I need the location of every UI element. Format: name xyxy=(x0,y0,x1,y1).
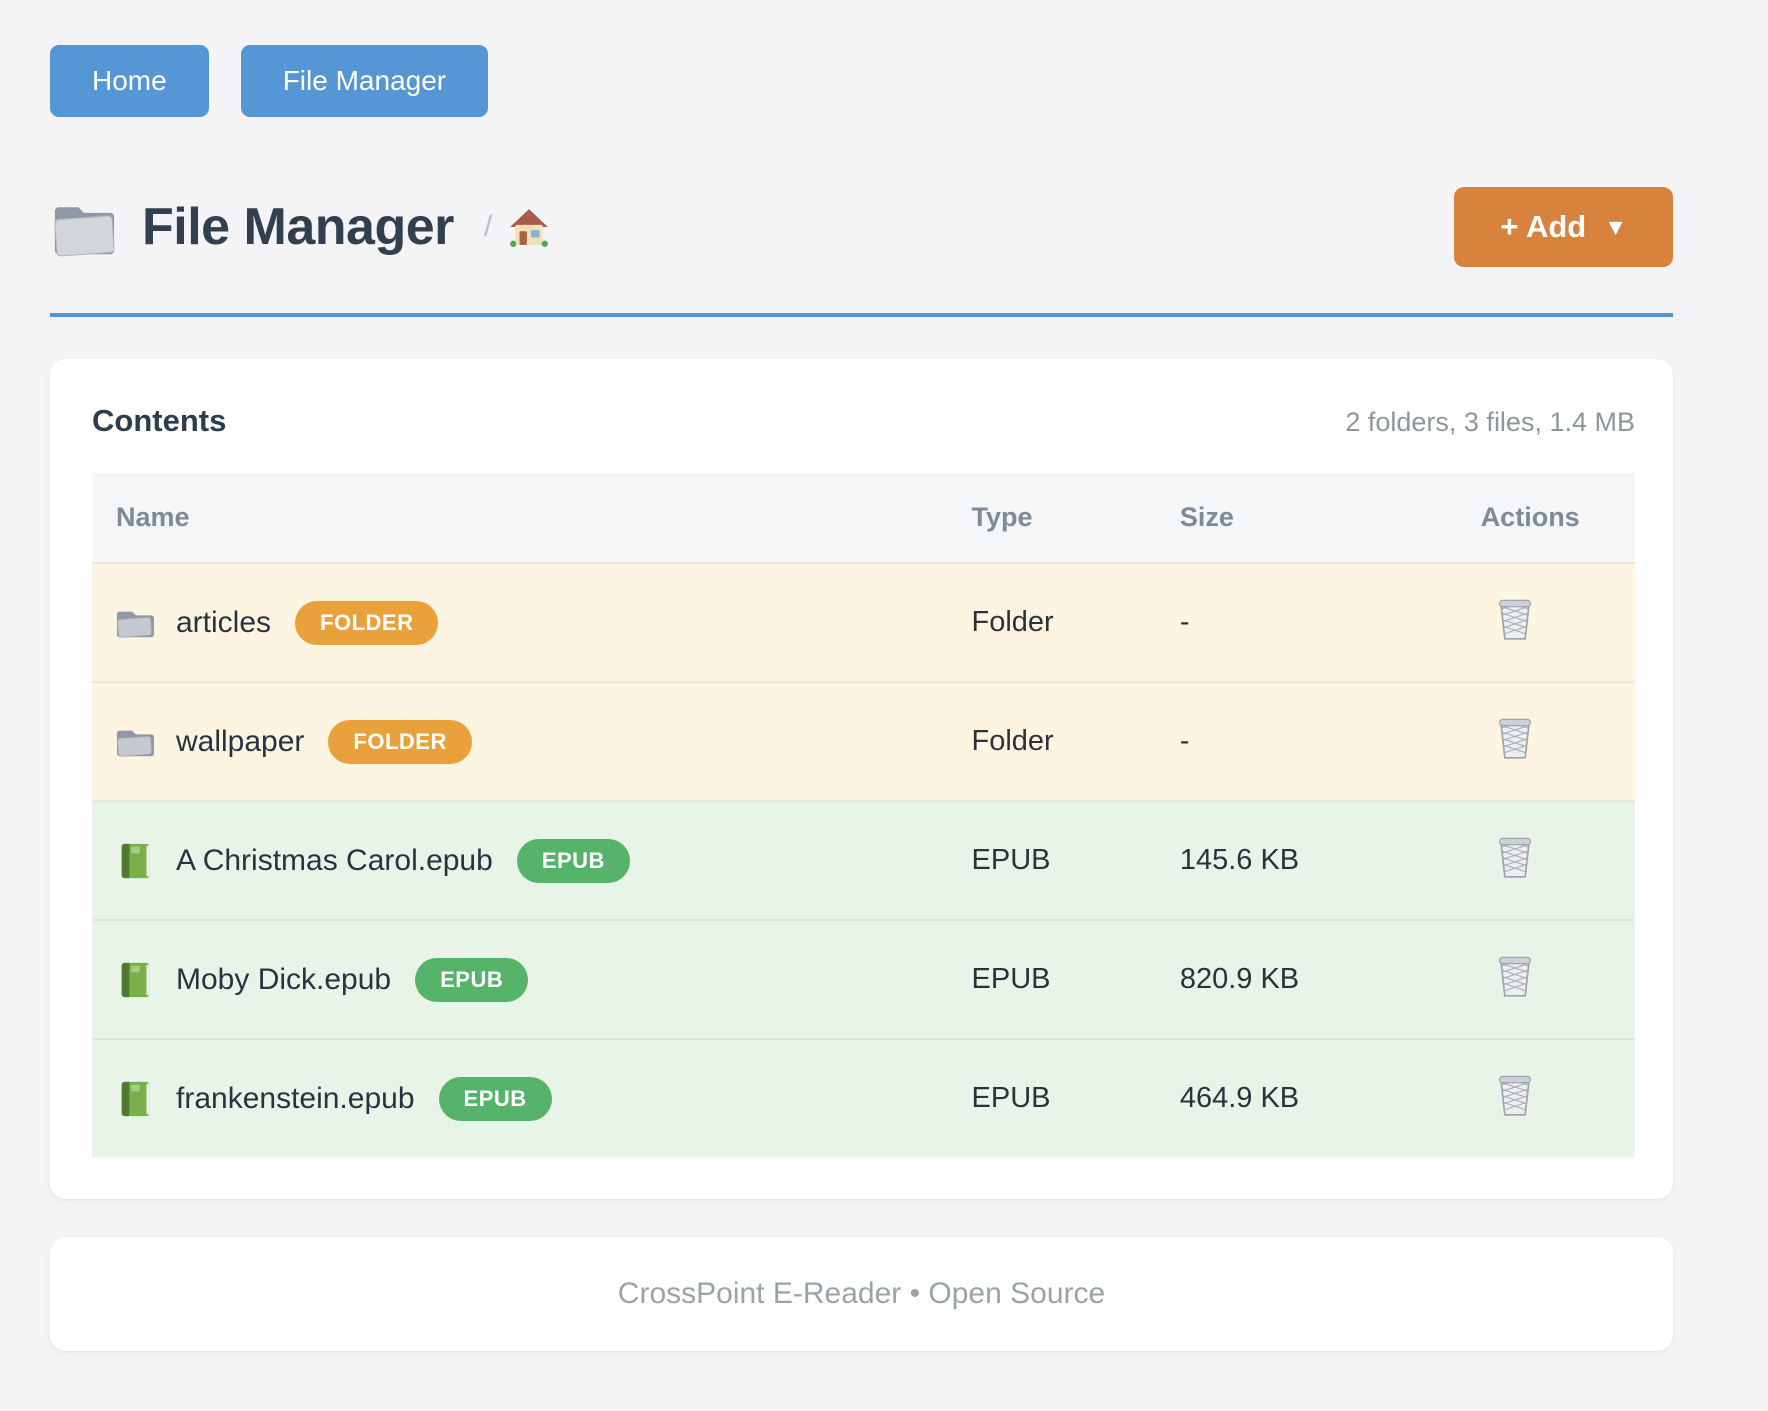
book-icon xyxy=(116,961,154,999)
home-icon[interactable] xyxy=(508,206,550,248)
page-header: File Manager / + Add ▼ xyxy=(50,187,1673,267)
breadcrumb: / xyxy=(484,206,550,248)
breadcrumb-separator: / xyxy=(483,210,493,243)
delete-button[interactable] xyxy=(1481,596,1535,641)
type-badge: EPUB xyxy=(438,1076,552,1121)
column-header-actions: Actions xyxy=(1480,473,1635,563)
file-size: 820.9 KB xyxy=(1179,963,1300,995)
trash-icon xyxy=(1498,956,1531,997)
file-name: A Christmas Carol.epub xyxy=(176,843,493,877)
footer-text: CrossPoint E-Reader • Open Source xyxy=(617,1277,1106,1310)
file-name: frankenstein.epub xyxy=(176,1081,415,1115)
trash-icon xyxy=(1498,599,1531,640)
nav-file-manager-button[interactable]: File Manager xyxy=(240,45,489,117)
contents-card-header: Contents 2 folders, 3 files, 1.4 MB xyxy=(92,403,1635,439)
file-table: Name Type Size Actions articles FOLDER F… xyxy=(92,473,1635,1157)
contents-heading: Contents xyxy=(92,403,227,438)
table-row[interactable]: articles FOLDER Folder - xyxy=(92,563,1635,682)
file-size: - xyxy=(1179,606,1190,638)
title-group: File Manager / xyxy=(50,196,550,258)
delete-button[interactable] xyxy=(1481,1072,1535,1117)
type-badge: FOLDER xyxy=(328,719,472,764)
chevron-down-icon: ▼ xyxy=(1604,213,1627,240)
contents-summary: 2 folders, 3 files, 1.4 MB xyxy=(1345,407,1635,437)
folder-icon xyxy=(116,604,154,642)
delete-button[interactable] xyxy=(1481,715,1535,760)
table-row[interactable]: A Christmas Carol.epub EPUB EPUB 145.6 K… xyxy=(92,801,1635,920)
file-type: EPUB xyxy=(971,963,1051,995)
table-row[interactable]: Moby Dick.epub EPUB EPUB 820.9 KB xyxy=(92,920,1635,1039)
file-table-body: articles FOLDER Folder - xyxy=(92,563,1635,1157)
column-header-type: Type xyxy=(971,473,1180,563)
type-badge: EPUB xyxy=(415,957,529,1002)
column-header-name: Name xyxy=(92,473,972,563)
book-icon xyxy=(116,842,154,880)
contents-card: Contents 2 folders, 3 files, 1.4 MB Name… xyxy=(50,359,1673,1199)
folder-icon xyxy=(116,723,154,761)
book-icon xyxy=(116,1080,154,1118)
file-type: Folder xyxy=(971,606,1054,638)
file-name: wallpaper xyxy=(176,724,305,758)
file-size: - xyxy=(1179,725,1190,757)
delete-button[interactable] xyxy=(1481,953,1535,998)
file-name: Moby Dick.epub xyxy=(176,962,392,996)
file-type: EPUB xyxy=(971,844,1051,876)
delete-button[interactable] xyxy=(1481,834,1535,879)
trash-icon xyxy=(1498,837,1531,878)
trash-icon xyxy=(1498,1075,1531,1116)
file-size: 145.6 KB xyxy=(1179,844,1300,876)
top-nav: Home File Manager xyxy=(50,45,1673,117)
title-underline xyxy=(50,313,1673,317)
footer: CrossPoint E-Reader • Open Source xyxy=(50,1237,1673,1351)
folder-icon xyxy=(50,196,118,258)
file-type: Folder xyxy=(971,725,1054,757)
file-type: EPUB xyxy=(971,1082,1051,1114)
table-header-row: Name Type Size Actions xyxy=(92,473,1635,563)
add-button-label: + Add xyxy=(1500,209,1587,244)
add-button[interactable]: + Add ▼ xyxy=(1454,187,1673,267)
page-title: File Manager xyxy=(142,198,454,256)
file-name: articles xyxy=(176,605,272,639)
nav-home-button[interactable]: Home xyxy=(50,45,209,117)
type-badge: EPUB xyxy=(516,838,630,883)
file-size: 464.9 KB xyxy=(1179,1082,1300,1114)
column-header-size: Size xyxy=(1179,473,1481,563)
type-badge: FOLDER xyxy=(295,600,439,645)
table-row[interactable]: frankenstein.epub EPUB EPUB 464.9 KB xyxy=(92,1039,1635,1157)
table-row[interactable]: wallpaper FOLDER Folder - xyxy=(92,682,1635,801)
trash-icon xyxy=(1498,718,1531,759)
